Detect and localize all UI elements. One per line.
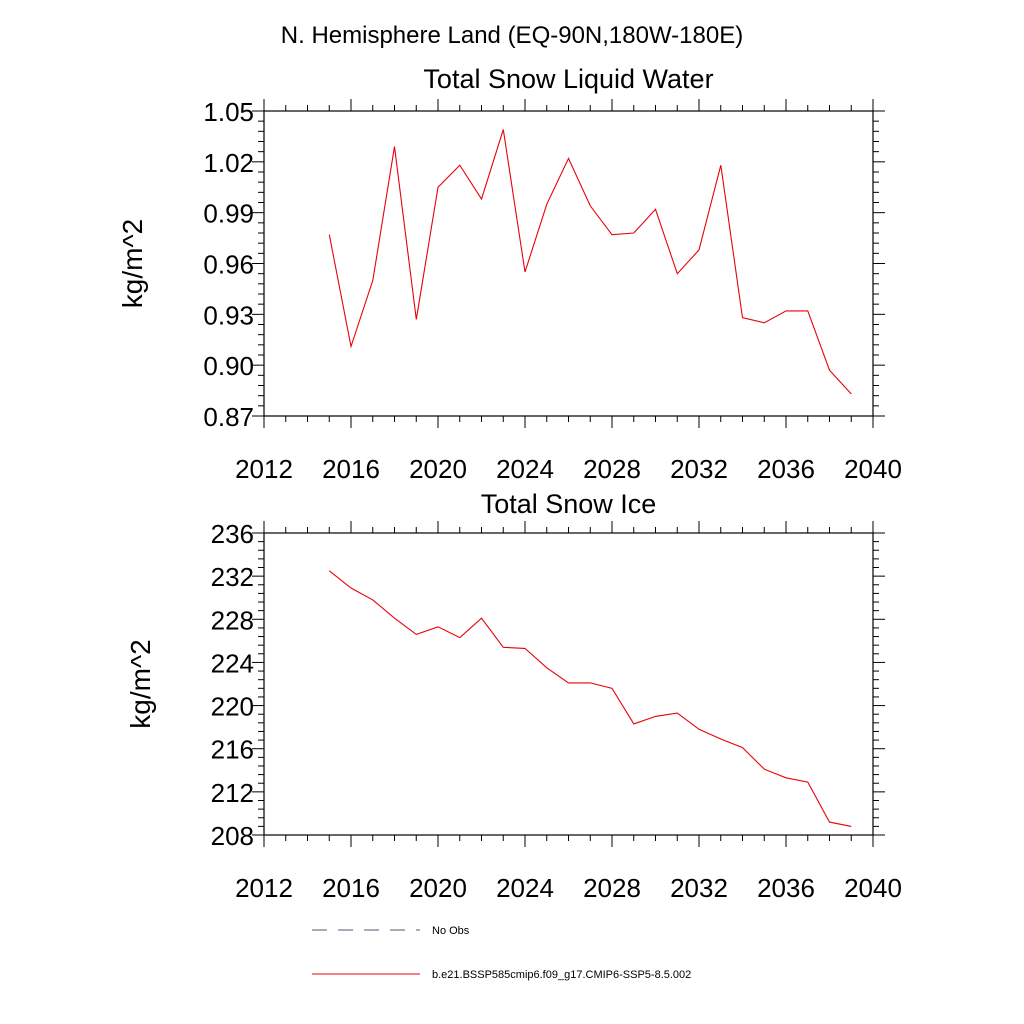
y-tick-label: 228 xyxy=(211,605,254,635)
y-tick-label: 0.96 xyxy=(203,250,254,280)
legend-item-1: No Obs xyxy=(312,925,470,937)
x-tick-label: 2028 xyxy=(583,873,641,903)
y-tick-label: 220 xyxy=(211,692,254,722)
x-tick-label: 2016 xyxy=(322,873,380,903)
y-axis: 0.87 0.90 0.93 0.96 0.99 1.02 1.05 xyxy=(203,97,885,432)
x-tick-label: 2012 xyxy=(235,873,293,903)
y-tick-label: 216 xyxy=(211,735,254,765)
y-tick-label: 236 xyxy=(211,519,254,549)
x-tick-label: 2032 xyxy=(670,873,728,903)
chart-title: Total Snow Liquid Water xyxy=(423,64,713,94)
x-tick-label: 2036 xyxy=(757,873,815,903)
y-axis-label: kg/m^2 xyxy=(125,639,156,728)
x-tick-label: 2024 xyxy=(496,454,554,484)
plot-frame xyxy=(263,532,874,836)
x-tick-label: 2016 xyxy=(322,454,380,484)
series-line-1 xyxy=(328,129,852,395)
legend-label: No Obs xyxy=(432,925,470,937)
y-tick-label: 0.90 xyxy=(203,351,254,381)
x-tick-label: 2040 xyxy=(844,873,902,903)
y-tick-label: 0.99 xyxy=(203,199,254,229)
series-line-1 xyxy=(328,570,852,827)
x-axis: 2012 2016 2020 2024 2028 2032 2036 2040 xyxy=(235,99,902,484)
chart-title: Total Snow Ice xyxy=(481,489,657,519)
plot-frame xyxy=(263,110,874,417)
x-tick-label: 2020 xyxy=(409,454,467,484)
y-axis: 208 212 216 220 224 228 232 236 xyxy=(211,519,885,851)
x-tick-label: 2032 xyxy=(670,454,728,484)
legend: No Obs b.e21.BSSP585cmip6.f09_g17.CMIP6-S… xyxy=(312,925,691,981)
y-tick-label: 212 xyxy=(211,778,254,808)
x-tick-label: 2020 xyxy=(409,873,467,903)
y-tick-label: 0.87 xyxy=(203,402,254,432)
x-tick-label: 2028 xyxy=(583,454,641,484)
y-tick-label: 232 xyxy=(211,562,254,592)
x-axis: 2012 2016 2020 2024 2028 2032 2036 2040 xyxy=(235,521,902,903)
x-tick-label: 2036 xyxy=(757,454,815,484)
y-tick-label: 224 xyxy=(211,648,254,678)
y-tick-label: 1.02 xyxy=(203,148,254,178)
legend-item-2: b.e21.BSSP585cmip6.f09_g17.CMIP6-SSP5-8.… xyxy=(312,969,691,981)
y-tick-label: 208 xyxy=(211,821,254,851)
legend-label: b.e21.BSSP585cmip6.f09_g17.CMIP6-SSP5-8.… xyxy=(432,969,691,981)
y-axis-label: kg/m^2 xyxy=(117,219,148,308)
y-tick-label: 1.05 xyxy=(203,97,254,127)
x-tick-label: 2024 xyxy=(496,873,554,903)
y-tick-label: 0.93 xyxy=(203,300,254,330)
figure-main-title: N. Hemisphere Land (EQ-90N,180W-180E) xyxy=(281,22,743,49)
x-tick-label: 2012 xyxy=(235,454,293,484)
x-tick-label: 2040 xyxy=(844,454,902,484)
